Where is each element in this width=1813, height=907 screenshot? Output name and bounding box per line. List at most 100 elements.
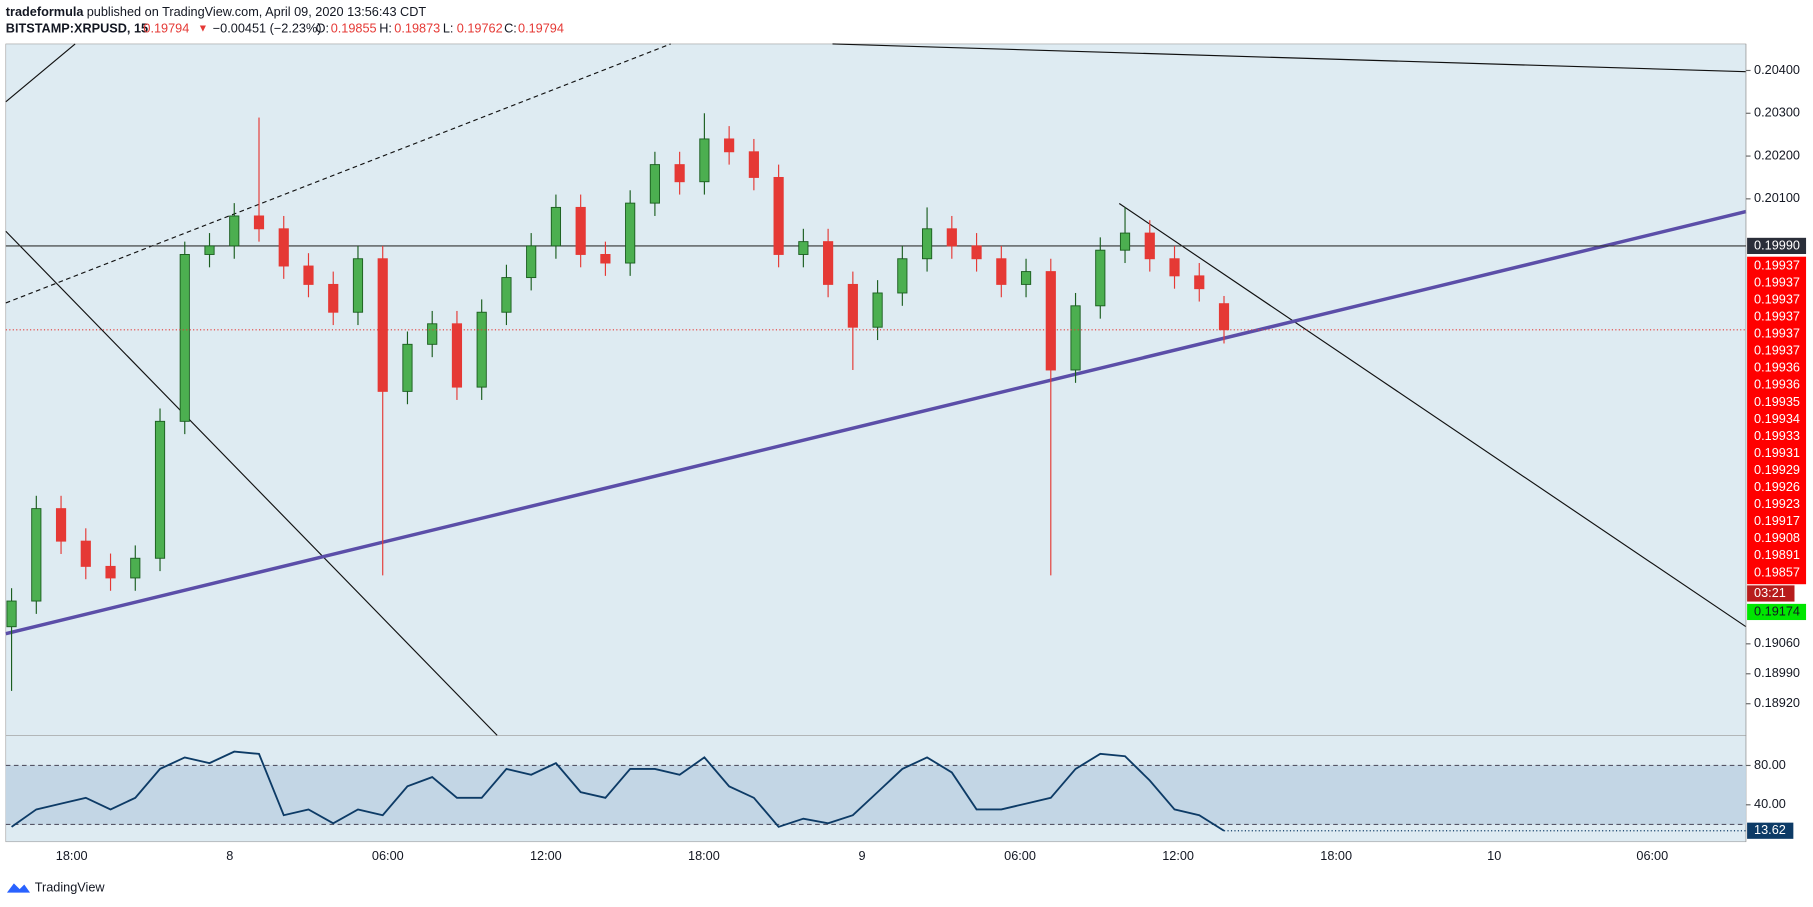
indicator-labels-bg <box>1747 256 1807 585</box>
indicator-label: 0.19937 <box>1754 343 1800 358</box>
trend-line <box>1118 203 1747 628</box>
y-tick-label: 40.00 <box>1754 796 1786 811</box>
trend-line <box>832 43 1746 73</box>
candle-body <box>328 283 339 313</box>
x-tick-label: 12:00 <box>530 848 562 863</box>
x-tick-label: 10 <box>1487 848 1501 863</box>
candle-body <box>798 241 809 255</box>
candle-body <box>451 323 463 388</box>
candle-body <box>402 343 413 392</box>
candle-body <box>649 164 660 204</box>
candle-body <box>1045 271 1056 371</box>
candle-body <box>31 508 42 602</box>
price-pane <box>5 43 1747 736</box>
candle-body <box>946 228 957 247</box>
y-tick-label: 0.20100 <box>1754 190 1800 205</box>
candle-body <box>130 557 141 579</box>
indicator-label: 0.19936 <box>1754 360 1800 375</box>
y-tick-label: 0.20200 <box>1754 147 1800 162</box>
candle-body <box>724 138 735 153</box>
candle-body <box>575 206 586 255</box>
y-tick-label: 0.20400 <box>1754 62 1800 77</box>
symbol: BITSTAMP:XRPUSD, 15 <box>6 20 148 35</box>
candle-body <box>1194 275 1205 290</box>
candle-body <box>625 202 636 264</box>
y-tick-label: 0.18920 <box>1754 695 1800 710</box>
candle-body <box>105 565 116 579</box>
indicator-label: 0.19933 <box>1754 428 1800 443</box>
indicator-label: 0.19891 <box>1754 547 1800 562</box>
candle-body <box>773 176 784 255</box>
candle-body <box>1144 232 1155 260</box>
candle-body <box>303 265 314 285</box>
candle-body <box>1020 271 1032 285</box>
candle-body <box>80 540 91 567</box>
indicator-label: 0.19936 <box>1754 377 1800 392</box>
candle-body <box>1169 258 1180 277</box>
green-label: 0.19174 <box>1754 603 1800 618</box>
h: 0.19873 <box>394 20 440 35</box>
c: 0.19794 <box>518 20 564 35</box>
rsi-label: 13.62 <box>1754 822 1786 837</box>
publisher: tradeformula <box>6 4 85 19</box>
candle-body <box>971 245 982 260</box>
candle-body <box>1070 305 1081 371</box>
candle-body <box>897 258 908 294</box>
indicator-label: 0.19923 <box>1754 496 1800 511</box>
indicator-label: 0.19931 <box>1754 445 1800 460</box>
candle-body <box>229 215 240 247</box>
footer-logo: TradingView <box>6 879 105 894</box>
y-tick-label: 80.00 <box>1754 757 1786 772</box>
indicator-label: 0.19908 <box>1754 530 1800 545</box>
candle-body <box>501 277 512 313</box>
x-tick-label: 12:00 <box>1162 848 1194 863</box>
candle-body <box>996 258 1007 285</box>
y-tick-label: 0.20300 <box>1754 105 1800 120</box>
indicator-label: 0.19934 <box>1754 411 1800 426</box>
h-label: H: <box>379 20 392 35</box>
last: 0.19794 <box>143 20 189 35</box>
candle-body <box>872 292 883 328</box>
candle-body <box>154 420 166 559</box>
countdown: 03:21 <box>1754 585 1786 600</box>
candle-body <box>550 206 562 247</box>
candle-body <box>699 138 710 183</box>
candle-body <box>600 254 611 264</box>
candle-body <box>1119 232 1131 251</box>
c-label: C: <box>504 20 517 35</box>
indicator-label: 0.19937 <box>1754 326 1800 341</box>
countdown-bg <box>1747 585 1795 602</box>
trend-line <box>5 230 498 736</box>
l: 0.19762 <box>457 20 503 35</box>
indicator-label: 0.19937 <box>1754 257 1800 272</box>
hline-label-bg <box>1747 237 1807 255</box>
indicator-label: 0.19937 <box>1754 274 1800 289</box>
candle-body <box>427 323 438 345</box>
indicator-label: 0.19929 <box>1754 462 1800 477</box>
logo <box>6 883 31 893</box>
candle-body <box>674 164 685 183</box>
indicator-label: 0.19937 <box>1754 291 1800 306</box>
support-line <box>5 209 1747 636</box>
y-tick-label: 0.19060 <box>1754 635 1800 650</box>
candle-body <box>1218 303 1230 331</box>
rsi-label-bg <box>1747 822 1794 839</box>
indicator-label: 0.19917 <box>1754 513 1800 528</box>
x-tick-label: 9 <box>858 848 865 863</box>
rsi-line <box>11 750 1225 832</box>
candle-body <box>204 245 215 255</box>
x-tick-label: 06:00 <box>1636 848 1668 863</box>
x-tick-label: 06:00 <box>372 848 404 863</box>
candle-body <box>526 245 537 279</box>
published: published on TradingView.com, April 09, … <box>87 4 427 19</box>
candle-body <box>847 283 858 328</box>
l-label: L: <box>443 20 454 35</box>
candle-body <box>823 241 834 285</box>
change: −0.00451 (−2.23%) <box>213 20 322 35</box>
candle-body <box>1095 249 1106 307</box>
indicator-label: 0.19857 <box>1754 564 1800 579</box>
indicator-label: 0.19935 <box>1754 394 1800 409</box>
x-tick-label: 18:00 <box>1320 848 1352 863</box>
hline-label: 0.19990 <box>1754 237 1800 252</box>
